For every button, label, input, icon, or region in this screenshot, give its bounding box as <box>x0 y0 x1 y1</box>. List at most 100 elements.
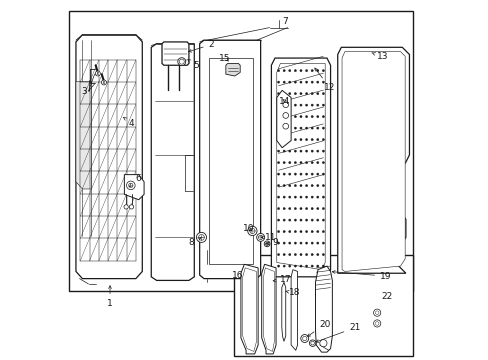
Circle shape <box>322 162 324 164</box>
Polygon shape <box>76 81 91 189</box>
Text: 7: 7 <box>282 17 287 26</box>
Circle shape <box>310 162 313 164</box>
Circle shape <box>283 116 285 118</box>
Circle shape <box>126 181 135 190</box>
Text: 5: 5 <box>187 59 199 70</box>
Text: 22: 22 <box>381 292 392 301</box>
Circle shape <box>128 183 133 188</box>
Circle shape <box>277 219 279 221</box>
Circle shape <box>283 150 285 152</box>
Circle shape <box>299 173 302 175</box>
Circle shape <box>299 185 302 187</box>
Circle shape <box>277 104 279 106</box>
Circle shape <box>294 265 296 267</box>
Text: 13: 13 <box>371 53 388 62</box>
Circle shape <box>305 69 307 72</box>
Text: 14: 14 <box>279 96 290 105</box>
Circle shape <box>282 123 288 129</box>
Circle shape <box>316 230 318 233</box>
Circle shape <box>322 196 324 198</box>
Circle shape <box>305 139 307 141</box>
Circle shape <box>309 340 315 346</box>
Circle shape <box>316 104 318 106</box>
Circle shape <box>310 104 313 106</box>
Circle shape <box>288 116 290 118</box>
Circle shape <box>305 173 307 175</box>
Circle shape <box>322 127 324 129</box>
Circle shape <box>316 150 318 152</box>
Circle shape <box>277 93 279 95</box>
Circle shape <box>322 185 324 187</box>
Circle shape <box>294 93 296 95</box>
Circle shape <box>294 173 296 175</box>
Circle shape <box>305 93 307 95</box>
Circle shape <box>294 81 296 83</box>
Text: 11: 11 <box>261 233 276 242</box>
Polygon shape <box>151 44 194 280</box>
Text: 12: 12 <box>314 68 335 92</box>
Circle shape <box>299 139 302 141</box>
Circle shape <box>310 185 313 187</box>
Circle shape <box>282 102 288 108</box>
Circle shape <box>283 104 285 106</box>
Circle shape <box>283 93 285 95</box>
Circle shape <box>294 253 296 256</box>
Circle shape <box>305 219 307 221</box>
Circle shape <box>322 230 324 233</box>
Circle shape <box>322 69 324 72</box>
Circle shape <box>302 336 306 341</box>
Circle shape <box>316 242 318 244</box>
Circle shape <box>294 185 296 187</box>
Circle shape <box>316 127 318 129</box>
Circle shape <box>288 230 290 233</box>
Circle shape <box>124 205 128 209</box>
Circle shape <box>310 265 313 267</box>
Circle shape <box>288 127 290 129</box>
Circle shape <box>277 265 279 267</box>
Circle shape <box>305 162 307 164</box>
Bar <box>233 255 412 356</box>
Circle shape <box>283 242 285 244</box>
Circle shape <box>299 69 302 72</box>
Circle shape <box>322 253 324 256</box>
Text: 17: 17 <box>273 275 290 284</box>
Circle shape <box>316 253 318 256</box>
Circle shape <box>294 69 296 72</box>
Circle shape <box>198 234 204 240</box>
Circle shape <box>299 265 302 267</box>
Circle shape <box>305 207 307 210</box>
Polygon shape <box>341 51 405 271</box>
Circle shape <box>316 116 318 118</box>
Circle shape <box>288 139 290 141</box>
Circle shape <box>305 81 307 83</box>
Circle shape <box>288 185 290 187</box>
Circle shape <box>310 116 313 118</box>
Circle shape <box>316 265 318 267</box>
Circle shape <box>288 219 290 221</box>
Circle shape <box>305 253 307 256</box>
Circle shape <box>305 265 307 267</box>
Circle shape <box>310 127 313 129</box>
Circle shape <box>247 226 257 235</box>
Circle shape <box>316 219 318 221</box>
Text: 20: 20 <box>307 320 330 337</box>
Circle shape <box>288 162 290 164</box>
Polygon shape <box>162 42 188 65</box>
Circle shape <box>277 173 279 175</box>
Circle shape <box>288 253 290 256</box>
Circle shape <box>299 127 302 129</box>
Circle shape <box>294 196 296 198</box>
Circle shape <box>288 265 290 267</box>
Circle shape <box>319 339 326 347</box>
Circle shape <box>179 59 184 64</box>
Circle shape <box>316 93 318 95</box>
Polygon shape <box>208 58 253 264</box>
Circle shape <box>277 81 279 83</box>
Circle shape <box>277 230 279 233</box>
Circle shape <box>277 116 279 118</box>
Circle shape <box>283 173 285 175</box>
Circle shape <box>299 219 302 221</box>
Polygon shape <box>271 58 330 277</box>
Circle shape <box>277 207 279 210</box>
Circle shape <box>288 196 290 198</box>
